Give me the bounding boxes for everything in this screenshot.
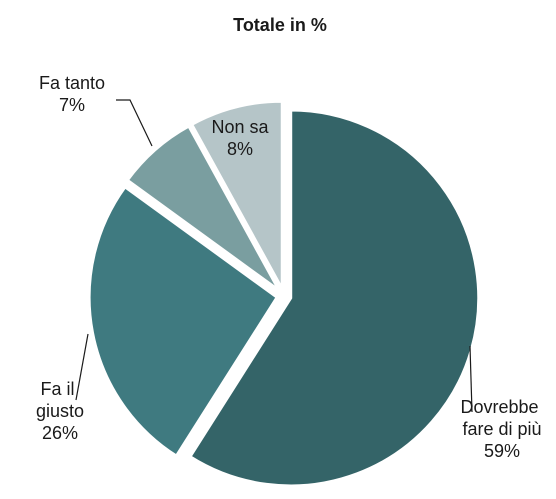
slice-label: Fa tanto xyxy=(39,73,105,93)
slice-value-label: 8% xyxy=(227,139,253,159)
slice-label: Non sa xyxy=(211,117,269,137)
leader-line xyxy=(75,333,89,401)
leader-line xyxy=(116,99,153,147)
chart-title: Totale in % xyxy=(233,15,327,35)
pie-slice xyxy=(87,184,280,459)
pie-slice xyxy=(189,99,284,290)
slice-label: Fa il giusto xyxy=(36,379,84,421)
pie-slice xyxy=(125,123,281,292)
slice-value-label: 59% xyxy=(484,441,520,461)
pie-slice xyxy=(187,108,481,488)
slice-value-label: 7% xyxy=(59,95,85,115)
slice-value-label: 26% xyxy=(42,423,78,443)
leader-line xyxy=(469,345,473,413)
slice-label: Dovrebbe fare di più xyxy=(460,397,543,439)
